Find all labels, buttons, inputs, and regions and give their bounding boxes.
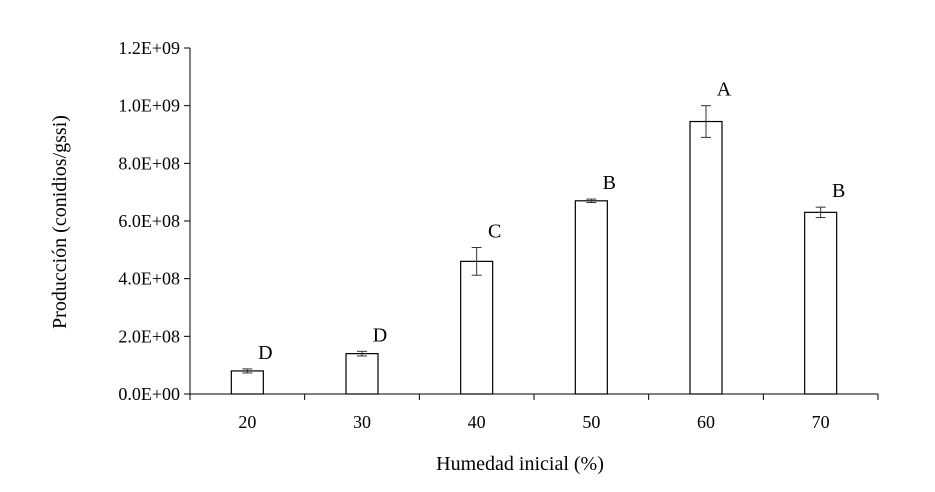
significance-label: D	[373, 324, 387, 346]
significance-label: B	[603, 172, 616, 194]
bar	[345, 353, 379, 395]
y-tick-label: 4.0E+08	[118, 269, 180, 289]
x-tick-label: 20	[238, 412, 256, 432]
x-tick-label: 60	[697, 412, 715, 432]
bar	[574, 200, 608, 395]
significance-label: A	[717, 79, 732, 101]
bars	[230, 120, 838, 395]
significance-labels: D D C B A B	[258, 79, 845, 364]
y-tick-label: 2.0E+08	[118, 326, 180, 346]
x-tick-label: 70	[812, 412, 830, 432]
bar	[460, 260, 494, 395]
bar	[230, 370, 264, 395]
y-tick-label: 1.2E+09	[118, 38, 180, 58]
y-tick-label: 0.0E+00	[118, 384, 180, 404]
y-tick-label: 1.0E+09	[118, 96, 180, 116]
bar	[689, 120, 723, 395]
significance-label: B	[832, 180, 845, 202]
x-axis-label: Humedad inicial (%)	[436, 453, 604, 475]
bar	[804, 211, 838, 395]
y-tick-label: 8.0E+08	[118, 153, 180, 173]
error-bars	[242, 105, 826, 374]
x-tick-label: 50	[582, 412, 600, 432]
x-tick-label: 30	[353, 412, 371, 432]
y-axis: 0.0E+00 2.0E+08 4.0E+08 6.0E+08 8.0E+08 1.0E+…	[118, 38, 191, 404]
x-tick-label: 40	[468, 412, 486, 432]
x-axis: 20 30 40 50 60 70	[189, 393, 879, 432]
y-tick-label: 6.0E+08	[118, 211, 180, 231]
significance-label: D	[258, 342, 272, 364]
y-axis-label: Producción (conidios/gssi)	[49, 115, 71, 329]
significance-label: C	[488, 221, 501, 243]
